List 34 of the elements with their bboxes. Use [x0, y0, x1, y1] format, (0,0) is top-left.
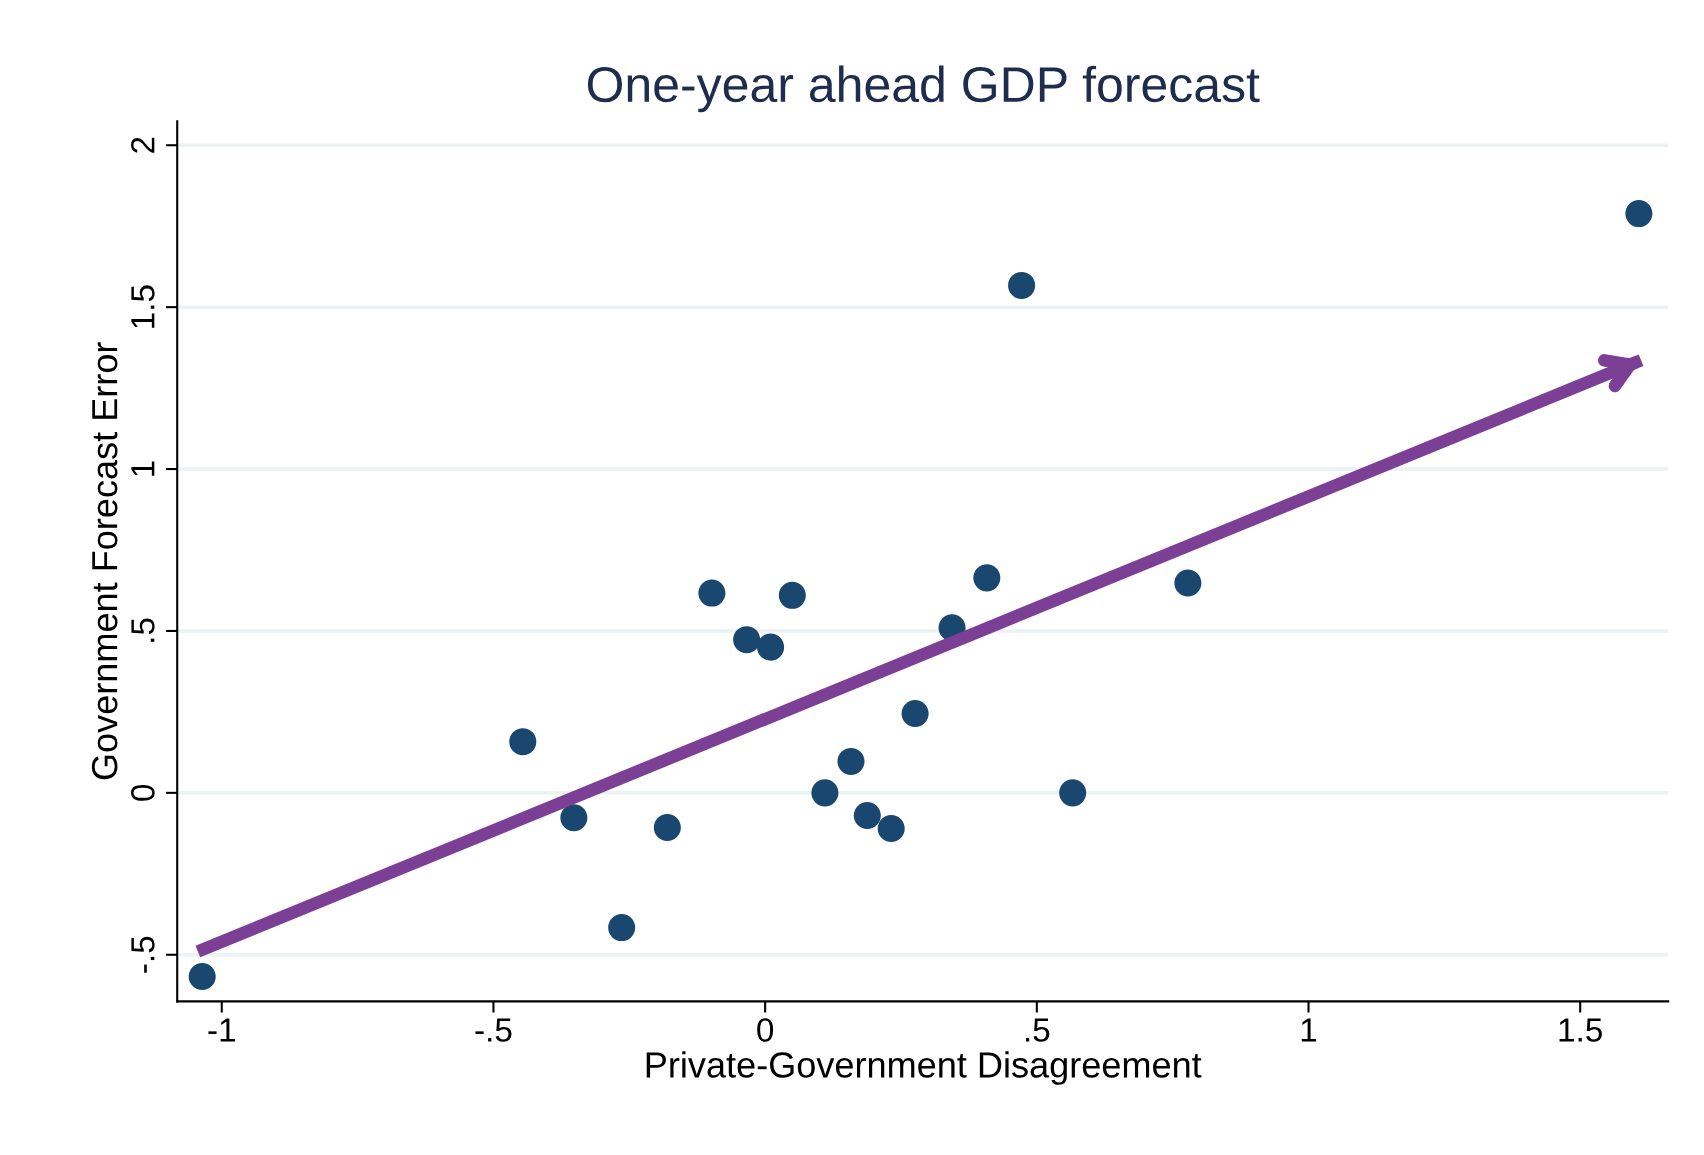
point: [811, 779, 839, 807]
y-tick-label: .5: [131, 618, 155, 642]
point: [853, 801, 881, 830]
x-tick-label: .5: [1025, 1018, 1050, 1042]
point: [1174, 569, 1202, 597]
y-tick-label: -.5: [131, 936, 155, 973]
x-axis-title: Private-Government Disagreement: [646, 1051, 1202, 1085]
point: [877, 814, 905, 843]
x-tick-label: 1.5: [1559, 1018, 1602, 1042]
y-tick-label: 0: [131, 784, 155, 801]
y-tick-label: 1.5: [131, 285, 155, 328]
x-tick-label: 0: [757, 1018, 774, 1042]
x-tick-label: 1: [1301, 1018, 1317, 1042]
point: [1008, 271, 1036, 299]
point: [837, 747, 865, 775]
x-tick-label: -1: [208, 1018, 235, 1042]
point: [560, 804, 588, 832]
x-tick-label: -.5: [475, 1018, 512, 1042]
y-tick-label: 1: [131, 461, 155, 476]
point: [1059, 779, 1087, 807]
point: [698, 579, 726, 607]
point: [1625, 200, 1653, 228]
point: [778, 581, 806, 609]
point: [608, 914, 636, 942]
point: [757, 633, 785, 661]
point: [901, 699, 929, 728]
y-axis-title: Government Forecast Error: [91, 342, 118, 780]
point: [733, 626, 761, 654]
point: [973, 564, 1001, 592]
chart-title: One-year ahead GDP forecast: [587, 65, 1260, 113]
y-tick-label: 2: [131, 137, 155, 153]
point: [509, 728, 537, 756]
point: [188, 962, 216, 990]
point: [653, 813, 681, 842]
